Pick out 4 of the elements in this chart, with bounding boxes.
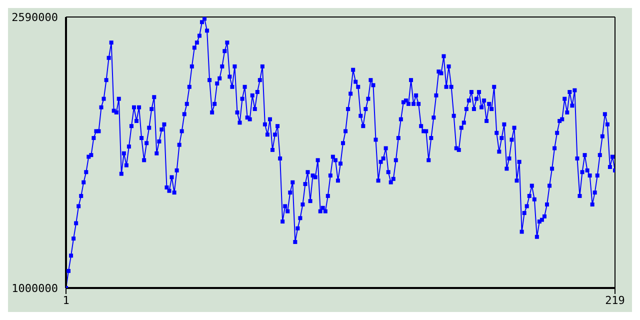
y-tick-label: 2590000 — [12, 10, 58, 24]
x-tick-label: 219 — [605, 294, 625, 307]
x-tick-label: 1 — [62, 294, 70, 307]
y-tick-label: 1000000 — [12, 282, 58, 295]
